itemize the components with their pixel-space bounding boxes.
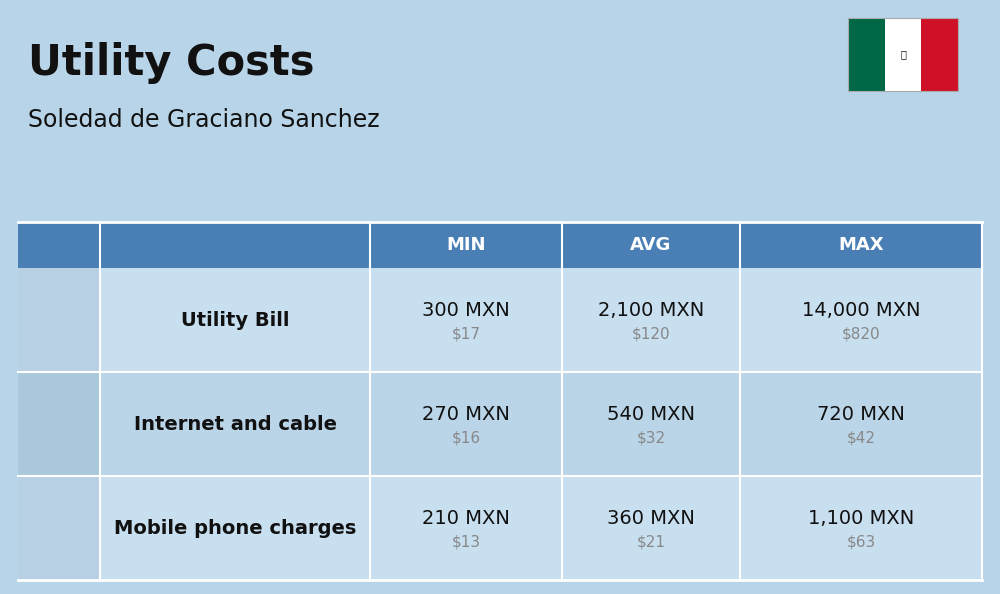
Bar [100, 372, 982, 476]
Bar [18, 222, 982, 268]
Bar [18, 372, 100, 476]
Text: MAX: MAX [838, 236, 884, 254]
Text: 540 MXN: 540 MXN [607, 406, 695, 425]
Text: Internet and cable: Internet and cable [134, 415, 336, 434]
Text: 300 MXN: 300 MXN [422, 302, 510, 321]
Bar [18, 268, 100, 372]
Text: 2,100 MXN: 2,100 MXN [598, 302, 704, 321]
Text: 🦅: 🦅 [900, 49, 906, 59]
Text: 14,000 MXN: 14,000 MXN [802, 302, 920, 321]
Text: $42: $42 [846, 431, 876, 446]
Bar [100, 268, 982, 372]
Text: MIN: MIN [446, 236, 486, 254]
Bar [18, 476, 100, 580]
Text: $120: $120 [632, 327, 670, 342]
Bar [848, 18, 958, 91]
Text: 270 MXN: 270 MXN [422, 406, 510, 425]
Text: $21: $21 [637, 535, 666, 549]
Text: Utility Costs: Utility Costs [28, 42, 314, 84]
Text: $820: $820 [842, 327, 880, 342]
Bar [885, 18, 921, 91]
Text: $63: $63 [846, 535, 876, 549]
Bar [921, 18, 958, 91]
Text: Mobile phone charges: Mobile phone charges [114, 519, 356, 538]
Text: Soledad de Graciano Sanchez: Soledad de Graciano Sanchez [28, 108, 380, 132]
Text: 720 MXN: 720 MXN [817, 406, 905, 425]
Bar [848, 18, 885, 91]
Text: 210 MXN: 210 MXN [422, 510, 510, 529]
Bar [100, 476, 982, 580]
Text: 360 MXN: 360 MXN [607, 510, 695, 529]
Text: AVG: AVG [630, 236, 672, 254]
Text: 1,100 MXN: 1,100 MXN [808, 510, 914, 529]
Text: $17: $17 [452, 327, 480, 342]
Text: $32: $32 [636, 431, 666, 446]
Text: $16: $16 [451, 431, 481, 446]
Text: Utility Bill: Utility Bill [181, 311, 289, 330]
Text: $13: $13 [451, 535, 481, 549]
